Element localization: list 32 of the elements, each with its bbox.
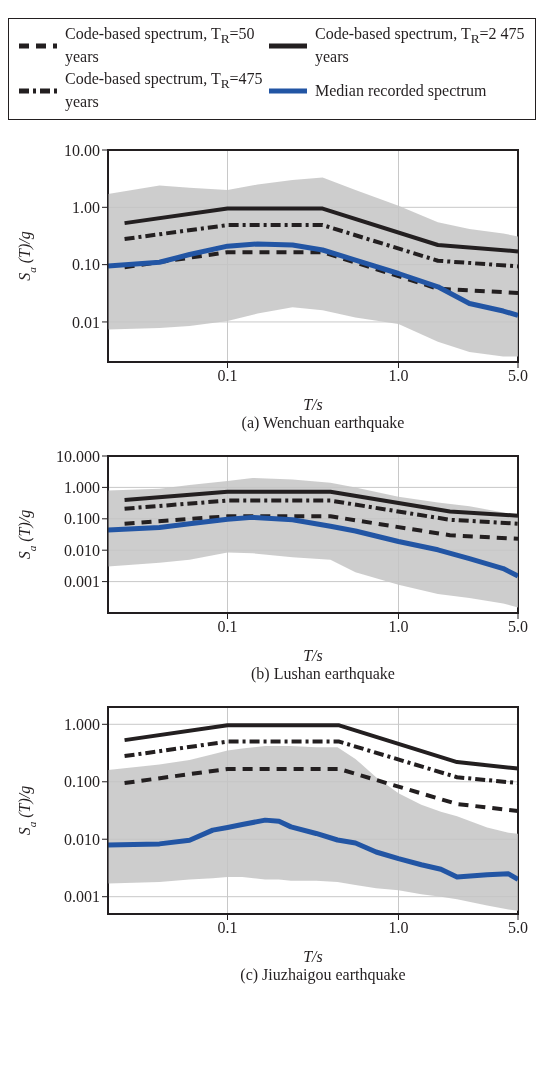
y-tick-label: 0.010 bbox=[64, 831, 100, 849]
x-tick-label: 1.0 bbox=[388, 367, 409, 385]
y-tick-label: 0.010 bbox=[64, 542, 100, 560]
x-tick-label: 0.1 bbox=[217, 919, 238, 937]
y-tick-label: 0.01 bbox=[72, 313, 100, 331]
x-tick-label: 5.0 bbox=[508, 618, 528, 636]
y-tick-label: 0.100 bbox=[64, 510, 100, 528]
y-tick-label: 0.001 bbox=[64, 888, 100, 906]
text: (c) Jiuzhaigou earthquake bbox=[239, 966, 407, 985]
text: Code-based spectrum, T$_{R}$=2 475 years bbox=[315, 25, 525, 66]
y-tick-label: 10.000 bbox=[56, 448, 100, 466]
y-tick-label: 10.00 bbox=[64, 142, 100, 160]
x-tick-label: 1.0 bbox=[388, 618, 409, 636]
y-tick-label: 0.100 bbox=[64, 773, 100, 791]
x-axis-title: T/s bbox=[303, 396, 323, 414]
y-tick-label: 1.00 bbox=[72, 199, 100, 217]
text: (b) Lushan earthquake bbox=[250, 665, 396, 684]
legend-label: Median recorded spectrum bbox=[315, 81, 487, 100]
x-tick-label: 5.0 bbox=[508, 367, 528, 385]
y-tick-label: 1.000 bbox=[64, 479, 100, 497]
y-tick-label: 0.10 bbox=[72, 256, 100, 274]
x-tick-label: 0.1 bbox=[217, 618, 238, 636]
text: Code-based spectrum, T$_{R}$=50 years bbox=[65, 25, 255, 66]
text: Code-based spectrum, T$_{R}$=475 years bbox=[65, 70, 263, 111]
y-tick-label: 0.001 bbox=[64, 573, 100, 591]
x-axis-title: T/s bbox=[303, 647, 323, 665]
x-tick-label: 0.1 bbox=[217, 367, 238, 385]
x-axis-title: T/s bbox=[303, 948, 323, 966]
x-tick-label: 5.0 bbox=[508, 919, 528, 937]
y-tick-label: 1.000 bbox=[64, 716, 100, 734]
x-tick-label: 1.0 bbox=[388, 919, 409, 937]
text: (a) Wenchuan earthquake bbox=[240, 414, 406, 433]
